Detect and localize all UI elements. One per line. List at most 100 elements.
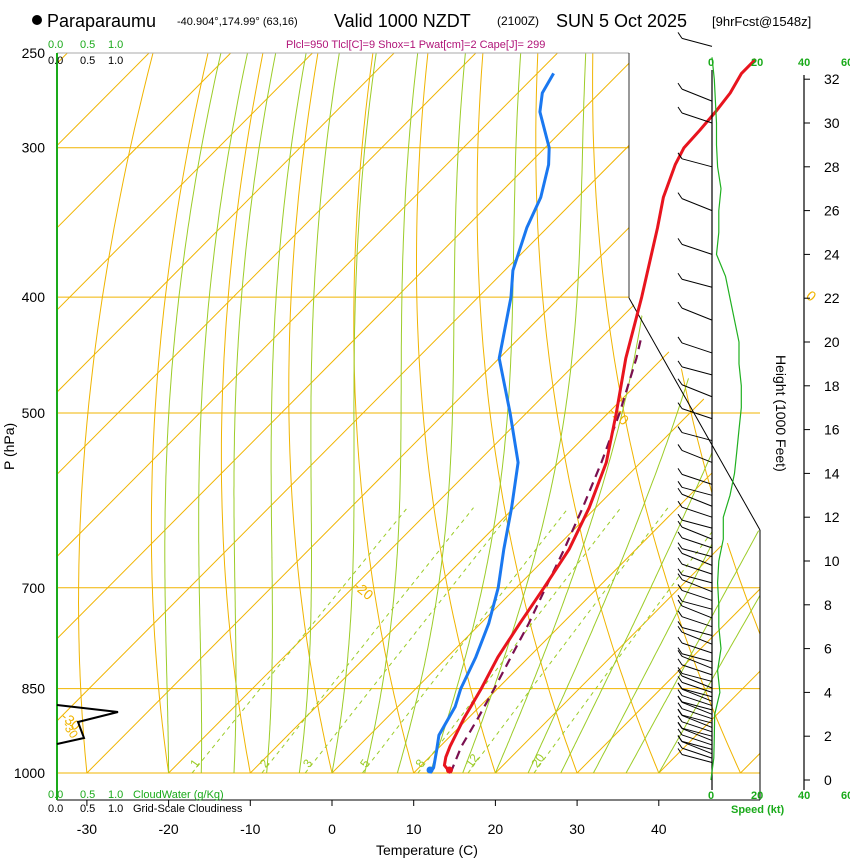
wind-barb-flag: [677, 741, 683, 749]
wind-barb: [681, 655, 713, 669]
wind-barb: [681, 589, 713, 601]
wind-barb: [681, 579, 713, 593]
height-tick-label: 26: [824, 203, 840, 219]
wind-barb-flag: [677, 636, 683, 644]
wind-barb: [681, 642, 713, 654]
dry-adiabat-50: [592, 53, 753, 773]
wind-barb: [681, 574, 713, 584]
isotherm--90: [57, 53, 334, 773]
wind-barb-flag: [677, 568, 683, 576]
wind-barb-flag: [677, 513, 683, 521]
stability-indices: Plcl=950 Tlcl[C]=9 Shox=1 Pwat[cm]=2 Cap…: [286, 39, 545, 51]
temperature-profile: [442, 58, 757, 774]
x-tick-label: 20: [488, 821, 504, 837]
sounding-profiles: [426, 58, 757, 774]
valid-time: Valid 1000 NZDT: [334, 11, 471, 31]
x-tick-label: 0: [328, 821, 336, 837]
moist-adiabat-8: [396, 53, 466, 773]
wind-barb: [681, 519, 713, 529]
wind-barb: [681, 486, 713, 496]
height-tick-label: 18: [824, 378, 840, 394]
wind-barb: [681, 37, 713, 47]
wind-barb: [681, 626, 713, 636]
wind-barb: [681, 653, 713, 663]
wind-barb: [681, 664, 713, 676]
wind-barb-flag: [677, 728, 683, 736]
wind-barb-flag: [677, 702, 683, 709]
moist-adiabat-16: [462, 53, 587, 773]
wind-barb-flag: [677, 336, 683, 344]
height-tick-label: 28: [824, 159, 840, 175]
wind-barb: [681, 600, 713, 610]
moist-adiabat-40: [658, 53, 760, 773]
wind-barb-flag: [677, 444, 683, 451]
mixing-ratio-1: [191, 507, 408, 773]
wind-panel: [677, 32, 805, 790]
wind-barb-flag: [677, 748, 683, 755]
mixing-ratio-label: 1: [187, 756, 202, 770]
wind-barb: [681, 563, 713, 575]
cloudiness-tick-bottom-0: 0.0: [48, 803, 63, 815]
station-coords: -40.904°,174.99° (63,16): [177, 16, 298, 28]
dry-adiabat-30: [476, 53, 588, 773]
wind-barb: [681, 631, 713, 645]
speed-axis-label: Speed (kt): [731, 804, 785, 816]
wind-barb: [681, 493, 713, 507]
utc-time: (2100Z): [497, 14, 539, 28]
mixing-ratio-label: 3: [300, 756, 315, 770]
wind-barb-flag: [677, 468, 683, 475]
wind-barb: [681, 616, 713, 628]
cloudwater-tick-top-2: 1.0: [108, 39, 123, 51]
wind-barb-flag: [677, 238, 683, 245]
speed-tick-bottom-0: 0: [708, 790, 714, 802]
parcel-profile: [449, 334, 643, 774]
station-name: Paraparaumu: [47, 11, 156, 31]
wind-barb-flag: [677, 152, 683, 160]
cloudiness-tick-top-1: 0.5: [80, 55, 95, 67]
wind-barb-flag: [677, 487, 683, 495]
wind-barb: [681, 740, 713, 750]
wind-barb-flag: [677, 542, 683, 549]
height-tick-label: 30: [824, 115, 840, 131]
isotherm--20: [143, 53, 760, 773]
dry-adiabat-0: [288, 53, 339, 773]
dewpoint-profile: [428, 72, 555, 774]
isotherm--40: [57, 53, 743, 773]
isotherm--80: [57, 53, 416, 773]
height-axis-title: Height (1000 Feet): [773, 355, 789, 472]
cloudiness-profile: [56, 704, 119, 745]
wind-barb: [681, 408, 713, 420]
x-tick-label: 30: [569, 821, 585, 837]
wind-barb-flag: [677, 669, 683, 677]
wind-barb-flag: [677, 520, 683, 528]
y-axis-title: P (hPa): [1, 423, 17, 470]
moist-adiabat--12: [233, 53, 277, 773]
cloudiness-label: Grid-Scale Cloudiness: [133, 803, 243, 815]
wind-barb: [681, 342, 713, 354]
wind-barb-flag: [677, 584, 683, 591]
speed-tick-bottom-60: 60: [841, 790, 850, 802]
wind-barb-flag: [677, 557, 683, 565]
wind-barb-flag: [677, 301, 683, 309]
wind-barb: [681, 727, 713, 737]
plot-frame: [56, 52, 761, 801]
wind-barb: [681, 243, 713, 255]
speed-tick-top-20: 20: [751, 57, 763, 69]
wind-barb: [681, 701, 713, 711]
height-tick-label: 12: [824, 509, 840, 525]
cloudwater-tick-top-0: 0.0: [48, 39, 63, 51]
mixing-ratio-3: [304, 507, 515, 773]
cloudiness-tick-bottom-1: 0.5: [80, 803, 95, 815]
moist-adiabat--8: [266, 53, 307, 773]
isotherm-60: [797, 32, 850, 799]
wind-barb-flag: [677, 426, 683, 433]
wind-barb-flag: [677, 378, 683, 386]
cloudiness-tick-top-0: 0.0: [48, 55, 63, 67]
height-tick-label: 4: [824, 684, 832, 700]
wind-barb-flag: [677, 32, 683, 39]
wind-barb-flag: [677, 599, 683, 607]
wind-barb-flag: [677, 647, 683, 655]
wind-barb: [681, 714, 713, 724]
wind-barb: [681, 747, 713, 759]
